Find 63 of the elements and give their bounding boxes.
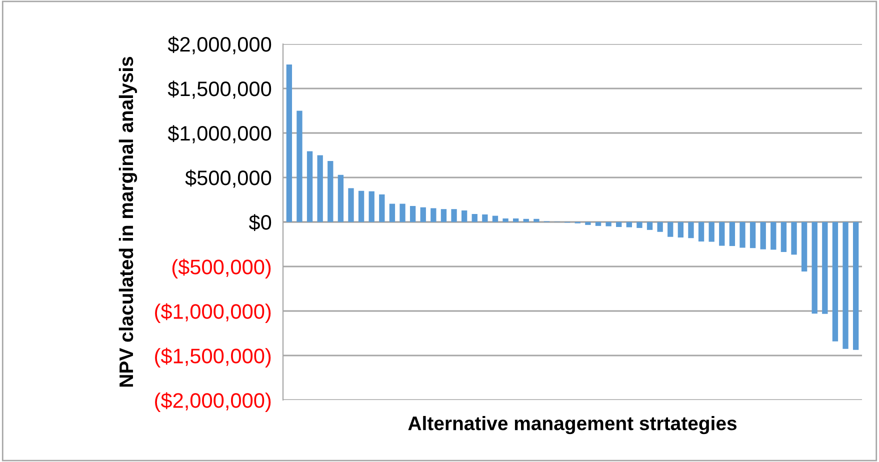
- bar: [585, 222, 591, 225]
- y-tick-label: $500,000: [185, 170, 272, 188]
- y-tick-label: ($1,000,000): [155, 303, 271, 324]
- y-tick-label: $0: [248, 214, 272, 231]
- bar: [400, 204, 406, 222]
- bar: [626, 222, 632, 228]
- bar: [842, 222, 848, 349]
- bar: [513, 218, 519, 222]
- bar: [791, 222, 797, 255]
- bar: [822, 222, 828, 314]
- bar: [461, 210, 468, 222]
- bar: [832, 222, 838, 342]
- bar: [410, 206, 416, 222]
- y-axis-title: NPV claculated in marginal analysis: [118, 56, 138, 387]
- bar: [338, 174, 344, 222]
- bar: [646, 222, 653, 230]
- bar: [770, 222, 776, 250]
- bar: [420, 207, 426, 222]
- bar: [368, 191, 374, 222]
- bar: [606, 222, 612, 226]
- bar: [698, 222, 704, 242]
- bar: [379, 194, 385, 222]
- bar: [636, 222, 642, 228]
- bar: [440, 209, 447, 222]
- x-axis-title: Alternative management strtategies: [408, 416, 737, 434]
- bar: [317, 155, 323, 222]
- bar: [534, 218, 540, 222]
- bar: [306, 151, 313, 222]
- bar: [286, 64, 292, 222]
- bar: [451, 209, 457, 222]
- y-tick-label: ($2,000,000): [155, 392, 271, 412]
- bar: [708, 222, 714, 242]
- bar: [348, 188, 354, 222]
- bar: [760, 222, 766, 250]
- bar: [688, 222, 694, 238]
- y-tick-label: ($500,000): [172, 258, 271, 279]
- bar: [750, 222, 756, 248]
- bar: [502, 218, 508, 222]
- y-tick-label: ($1,500,000): [155, 348, 271, 368]
- bar: [740, 222, 746, 248]
- bar: [801, 222, 808, 272]
- bar: [595, 222, 602, 226]
- y-tick-label: $1,000,000: [168, 125, 272, 144]
- bar: [780, 222, 787, 252]
- bar: [523, 218, 529, 222]
- bar: [472, 214, 478, 222]
- bar: [657, 222, 663, 232]
- bar: [296, 110, 302, 222]
- bar: [678, 222, 684, 238]
- bar: [852, 222, 859, 350]
- bar: [812, 222, 818, 314]
- bar: [729, 222, 736, 246]
- bar: [668, 222, 674, 237]
- y-tick-label: $2,000,000: [168, 36, 272, 54]
- y-tick-label: $1,500,000: [168, 80, 272, 99]
- bar: [492, 216, 498, 222]
- bar: [430, 208, 436, 222]
- bar: [328, 161, 334, 222]
- bar: [482, 214, 488, 222]
- bar: [616, 222, 622, 227]
- bar: [389, 204, 396, 222]
- bar: [719, 222, 725, 246]
- bar: [358, 190, 364, 222]
